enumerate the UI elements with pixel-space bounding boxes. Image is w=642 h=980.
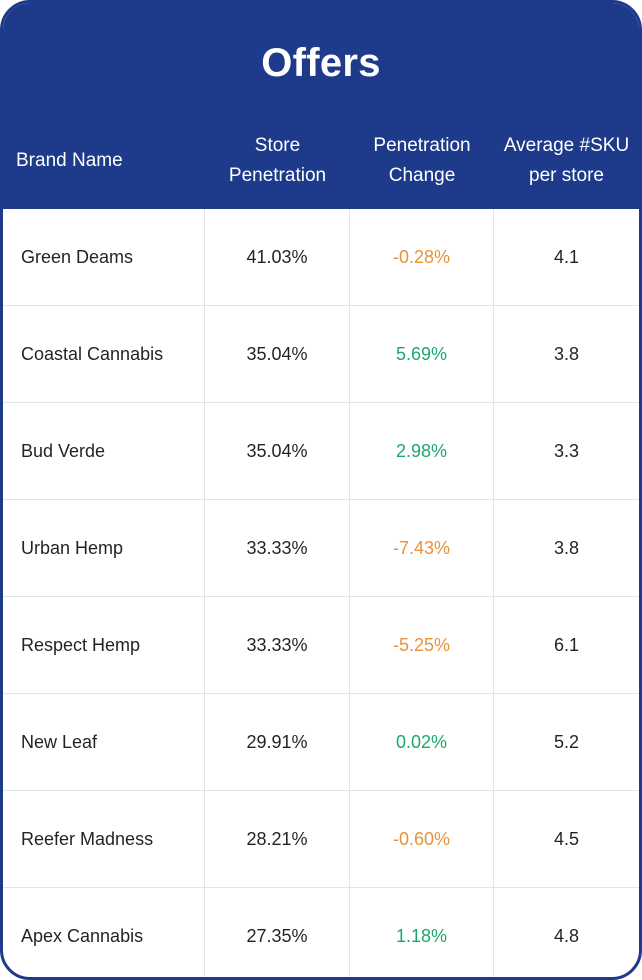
column-header-brand-label: Brand Name bbox=[16, 150, 123, 171]
table-row: Urban Hemp 33.33% -7.43% 3.8 bbox=[3, 500, 639, 597]
column-header-avg-sku: Average #SKU per store bbox=[494, 125, 639, 197]
penetration-change-cell: -7.43% bbox=[350, 500, 494, 596]
penetration-change-cell: 1.18% bbox=[350, 888, 494, 977]
store-penetration-cell: 33.33% bbox=[205, 500, 350, 596]
column-headers: Brand Name Store Penetration Penetration… bbox=[3, 125, 639, 197]
penetration-change-cell: -0.28% bbox=[350, 209, 494, 305]
column-header-store-penetration-label: Store Penetration bbox=[229, 131, 326, 191]
store-penetration-cell: 28.21% bbox=[205, 791, 350, 887]
table-row: Green Deams 41.03% -0.28% 4.1 bbox=[3, 209, 639, 306]
avg-sku-cell: 3.3 bbox=[553, 440, 580, 461]
penetration-change-cell: 5.69% bbox=[350, 306, 494, 402]
table-row: Respect Hemp 33.33% -5.25% 6.1 bbox=[3, 597, 639, 694]
store-penetration-cell: 35.04% bbox=[205, 306, 350, 402]
column-header-penetration-change-label: Penetration Change bbox=[373, 131, 470, 191]
avg-sku-cell: 3.8 bbox=[553, 537, 580, 558]
avg-sku-cell: 3.8 bbox=[553, 343, 580, 364]
table-row: New Leaf 29.91% 0.02% 5.2 bbox=[3, 694, 639, 791]
table-row: Coastal Cannabis 35.04% 5.69% 3.8 bbox=[3, 306, 639, 403]
page-title: Offers bbox=[261, 41, 381, 85]
avg-sku-cell: 4.1 bbox=[553, 246, 580, 267]
avg-sku-cell: 6.1 bbox=[553, 634, 580, 655]
table-row: Reefer Madness 28.21% -0.60% 4.5 bbox=[3, 791, 639, 888]
column-header-penetration-change: Penetration Change bbox=[350, 125, 494, 197]
column-header-avg-sku-line1: Average #SKU bbox=[503, 135, 630, 156]
column-header-avg-sku-label: Average #SKU per store bbox=[504, 131, 629, 191]
penetration-change-cell: -5.25% bbox=[350, 597, 494, 693]
store-penetration-cell: 33.33% bbox=[205, 597, 350, 693]
table-body: Green Deams 41.03% -0.28% 4.1 Coastal Ca… bbox=[3, 209, 639, 977]
brand-cell: Respect Hemp bbox=[3, 597, 205, 693]
column-header-store-penetration: Store Penetration bbox=[205, 125, 350, 197]
column-header-store-penetration-line2: Penetration bbox=[228, 165, 327, 186]
column-header-store-penetration-line1: Store bbox=[254, 135, 301, 156]
brand-cell: Apex Cannabis bbox=[3, 888, 205, 977]
brand-cell: Urban Hemp bbox=[3, 500, 205, 596]
store-penetration-cell: 27.35% bbox=[205, 888, 350, 977]
store-penetration-cell: 29.91% bbox=[205, 694, 350, 790]
avg-sku-cell: 4.8 bbox=[553, 925, 580, 946]
column-header-brand: Brand Name bbox=[3, 125, 205, 197]
brand-cell: Green Deams bbox=[3, 209, 205, 305]
brand-cell: Coastal Cannabis bbox=[3, 306, 205, 402]
column-header-penetration-change-line1: Penetration bbox=[373, 135, 471, 156]
penetration-change-cell: -0.60% bbox=[350, 791, 494, 887]
brand-cell: Bud Verde bbox=[3, 403, 205, 499]
store-penetration-cell: 41.03% bbox=[205, 209, 350, 305]
brand-cell: New Leaf bbox=[3, 694, 205, 790]
penetration-change-cell: 0.02% bbox=[350, 694, 494, 790]
table-row: Bud Verde 35.04% 2.98% 3.3 bbox=[3, 403, 639, 500]
penetration-change-cell: 2.98% bbox=[350, 403, 494, 499]
avg-sku-cell: 5.2 bbox=[553, 731, 580, 752]
avg-sku-cell: 4.5 bbox=[553, 828, 580, 849]
store-penetration-cell: 35.04% bbox=[205, 403, 350, 499]
column-header-avg-sku-line2: per store bbox=[529, 165, 604, 186]
brand-cell: Reefer Madness bbox=[3, 791, 205, 887]
table-row: Apex Cannabis 27.35% 1.18% 4.8 bbox=[3, 888, 639, 977]
column-header-penetration-change-line2: Change bbox=[388, 165, 456, 186]
table-header: Offers Brand Name Store Penetration Pene… bbox=[3, 3, 639, 209]
